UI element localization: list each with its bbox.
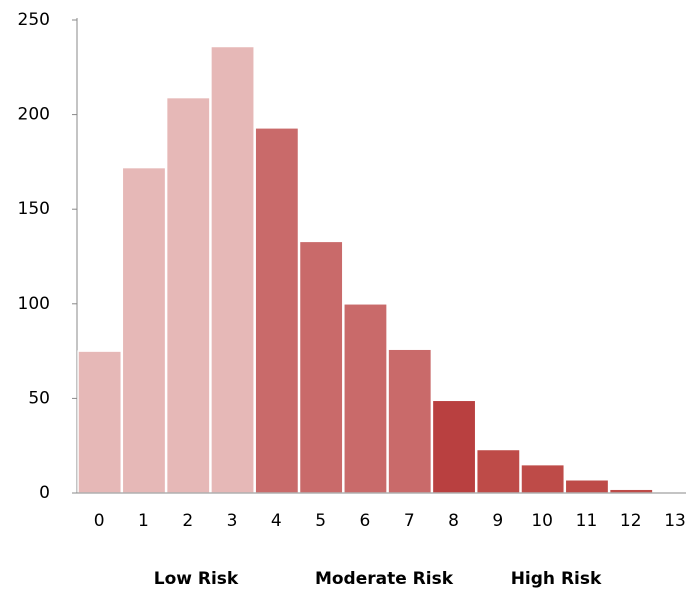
bar [387, 348, 433, 494]
bar [121, 166, 167, 494]
x-tick-label: 2 [182, 511, 193, 531]
x-tick-label: 3 [227, 511, 238, 531]
bar [564, 479, 610, 494]
group-label: Low Risk [154, 569, 239, 589]
x-tick-label: 5 [315, 511, 326, 531]
bar [77, 350, 123, 494]
group-label: High Risk [511, 569, 602, 589]
x-tick-label: 13 [664, 511, 686, 531]
x-tick-label: 9 [492, 511, 503, 531]
x-tick-label: 8 [448, 511, 459, 531]
y-tick-label: 250 [18, 10, 50, 30]
bar [475, 448, 521, 494]
x-tick-label: 0 [94, 511, 105, 531]
x-tick-label: 4 [271, 511, 282, 531]
x-tick-label: 11 [576, 511, 598, 531]
bar [210, 45, 255, 494]
x-tick-label: 6 [360, 511, 371, 531]
y-tick-label: 100 [18, 294, 50, 314]
bar [343, 303, 388, 494]
bar [520, 463, 566, 494]
bar [298, 240, 344, 494]
bar [254, 127, 300, 494]
x-tick-label: 12 [620, 511, 642, 531]
y-tick-label: 150 [18, 199, 50, 219]
group-label: Moderate Risk [315, 569, 454, 589]
x-tick-label: 10 [531, 511, 553, 531]
y-tick-label: 0 [39, 483, 50, 503]
bar [431, 399, 477, 494]
x-tick-label: 1 [138, 511, 149, 531]
x-tick-label: 7 [404, 511, 415, 531]
bar [608, 488, 654, 494]
bar [165, 96, 211, 494]
y-tick-label: 50 [28, 388, 50, 408]
y-tick-label: 200 [18, 105, 50, 125]
